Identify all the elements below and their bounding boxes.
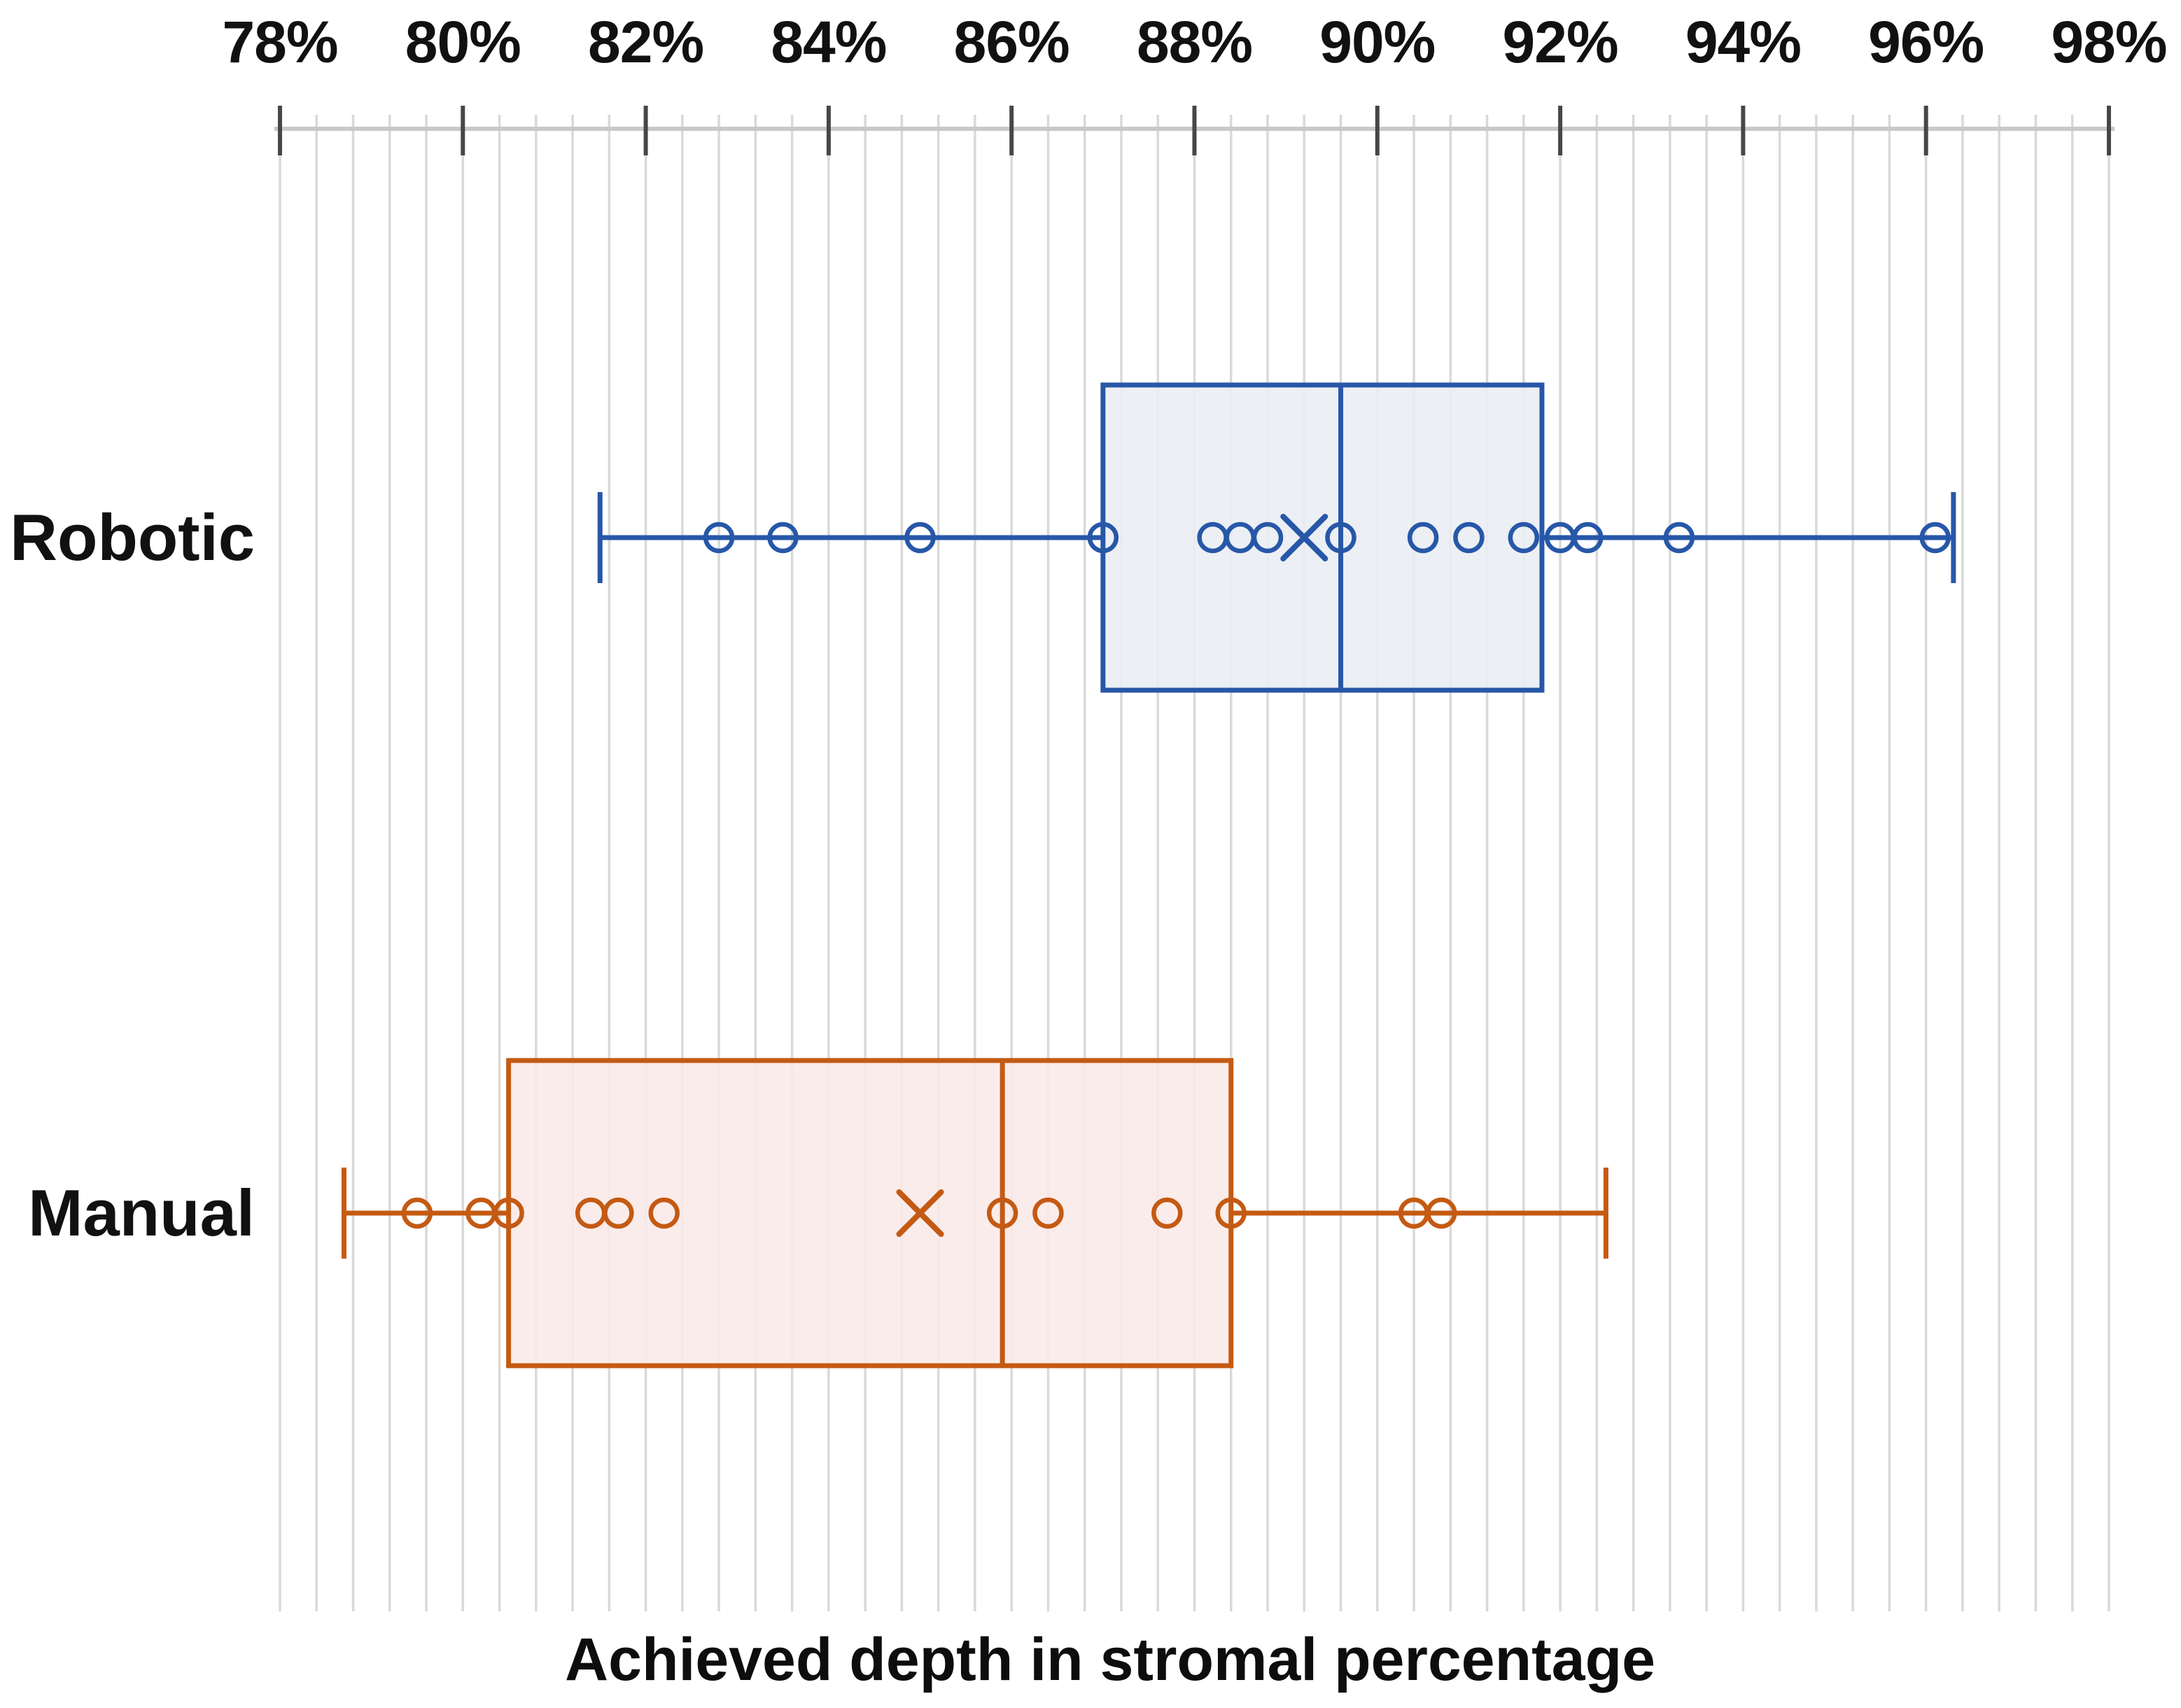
- manual-data-point: [1032, 1197, 1064, 1229]
- robotic-data-point: [1407, 522, 1439, 554]
- robotic-data-point: [703, 522, 735, 554]
- x-tick-label: 92%: [1502, 9, 1619, 75]
- robotic-data-point: [1251, 522, 1284, 554]
- robotic-data-point: [1919, 522, 1951, 554]
- robotic-data-point: [1087, 522, 1119, 554]
- manual-data-point: [401, 1197, 433, 1229]
- manual-data-point: [493, 1197, 524, 1229]
- robotic-mean-x-marker: [1280, 514, 1328, 561]
- robotic-box: [1100, 382, 1545, 693]
- category-label-robotic: Robotic: [10, 500, 255, 574]
- manual-data-point: [1151, 1197, 1183, 1229]
- x-axis-title: Achieved depth in stromal percentage: [565, 1626, 1655, 1693]
- x-tick-label: 86%: [953, 9, 1070, 75]
- manual-data-point: [1426, 1197, 1457, 1229]
- x-tick-label: 98%: [2051, 9, 2167, 75]
- x-tick-label: 94%: [1685, 9, 1802, 75]
- manual-data-point: [603, 1197, 634, 1229]
- manual-box: [506, 1058, 1234, 1368]
- x-tick-label: 90%: [1319, 9, 1436, 75]
- x-tick-label: 82%: [588, 9, 704, 75]
- robotic-data-point: [1663, 522, 1695, 554]
- robotic-data-point: [767, 522, 799, 554]
- manual-mean-x-marker: [896, 1189, 944, 1237]
- robotic-data-point: [1508, 522, 1540, 554]
- x-tick-label: 88%: [1136, 9, 1253, 75]
- x-tick-label: 80%: [405, 9, 521, 75]
- x-tick-label: 78%: [222, 9, 338, 75]
- robotic-data-point: [1453, 522, 1485, 554]
- manual-data-point: [648, 1197, 680, 1229]
- robotic-data-point: [1572, 522, 1604, 554]
- x-tick-label: 84%: [771, 9, 887, 75]
- robotic-data-point: [904, 522, 936, 554]
- manual-data-point: [1215, 1197, 1247, 1229]
- robotic-data-point: [1325, 522, 1356, 554]
- x-tick-label: 96%: [1868, 9, 1984, 75]
- manual-data-point: [986, 1197, 1018, 1229]
- category-label-manual: Manual: [28, 1176, 255, 1250]
